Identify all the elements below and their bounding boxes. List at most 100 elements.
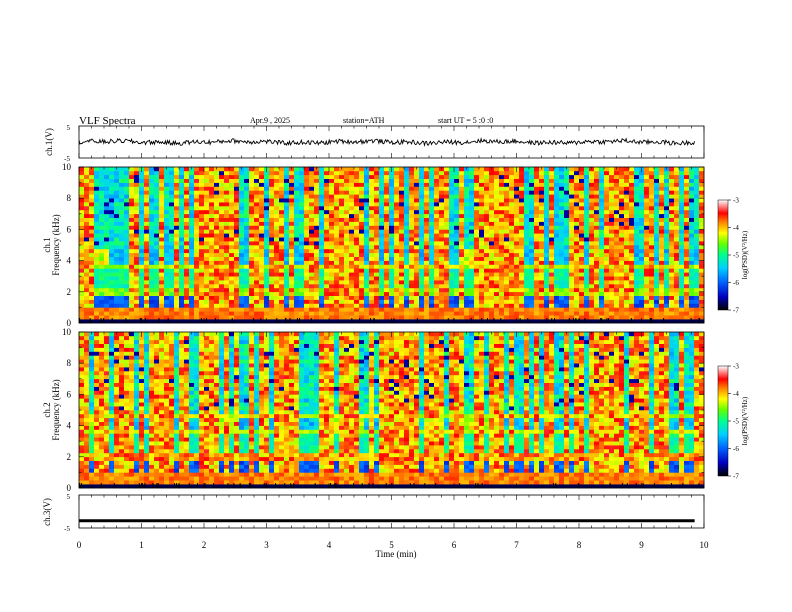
- spectrogram-cell: [619, 202, 625, 207]
- spectrogram-cell: [444, 295, 450, 300]
- spectrogram-cell: [539, 209, 545, 215]
- spectrogram-cell: [419, 198, 425, 203]
- spectrogram-cell: [214, 280, 220, 285]
- spectrogram-cell: [589, 284, 595, 289]
- spectrogram-cell: [594, 198, 600, 203]
- spectrogram-cell: [399, 206, 405, 211]
- spectrogram-cell: [644, 256, 650, 261]
- spectrogram-cell: [584, 252, 590, 257]
- spectrogram-cell: [644, 319, 650, 324]
- spectrogram-cell: [359, 217, 365, 222]
- spectrogram-cell: [284, 319, 290, 324]
- spectrogram-cell: [624, 280, 630, 285]
- spectrogram-cell: [134, 225, 140, 230]
- spectrogram-cell: [194, 272, 200, 277]
- spectrogram-cell: [89, 241, 95, 246]
- spectrogram-cell: [614, 287, 620, 293]
- spectrogram-cell: [84, 260, 90, 265]
- spectrogram-cell: [149, 217, 155, 222]
- spectrogram-cell: [589, 206, 595, 211]
- spectrogram-cell: [294, 268, 300, 273]
- spectrogram-cell: [89, 291, 95, 296]
- spectrogram-cell: [84, 206, 90, 211]
- spectrogram-cell: [359, 319, 365, 324]
- spectrogram-cell: [254, 241, 260, 246]
- spectrogram-cell: [329, 202, 335, 207]
- spectrogram-cell: [239, 272, 245, 277]
- spectrogram-cell: [644, 268, 650, 273]
- spectrogram-cell: [189, 194, 195, 199]
- spectrogram-cell: [124, 276, 130, 281]
- spectrogram-cell: [374, 182, 380, 187]
- spectrogram-cell: [154, 248, 160, 254]
- spectrogram-cell: [169, 233, 175, 238]
- spectrogram-cell: [424, 315, 430, 320]
- spectrogram-cell: [229, 237, 235, 242]
- spectrogram-cell: [569, 233, 575, 238]
- spectrogram-cell: [264, 287, 270, 293]
- spectrogram-cell: [444, 303, 450, 308]
- spectrogram-cell: [384, 225, 390, 230]
- spectrogram-cell: [314, 213, 320, 218]
- spectrogram-cell: [209, 291, 215, 296]
- spectrogram-cell: [384, 268, 390, 273]
- spectrogram-cell: [244, 319, 250, 324]
- spectrogram-cell: [589, 186, 595, 191]
- spectrogram-cell: [449, 194, 455, 199]
- spectrogram-cell: [219, 167, 225, 172]
- spectrogram-cell: [409, 167, 415, 172]
- spectrogram-cell: [234, 315, 240, 320]
- spectrogram-cell: [569, 198, 575, 203]
- spectrogram-cell: [104, 287, 110, 293]
- spectrogram-cell: [519, 206, 525, 211]
- spectrogram-cell: [464, 217, 470, 222]
- spectrogram-cell: [214, 202, 220, 207]
- spectrogram-cell: [649, 186, 655, 191]
- spectrogram-cell: [249, 233, 255, 238]
- spectrogram-cell: [454, 194, 460, 199]
- spectrogram-cell: [454, 245, 460, 250]
- spectrogram-cell: [639, 186, 645, 191]
- spectrogram-cell: [94, 198, 100, 203]
- spectrogram-cell: [664, 186, 670, 191]
- spectrogram-cell: [444, 237, 450, 242]
- spectrogram-cell: [134, 307, 140, 312]
- spectrogram-cell: [354, 186, 360, 191]
- spectrogram-cell: [204, 170, 210, 176]
- spectrogram-cell: [469, 280, 475, 285]
- spectrogram-cell: [699, 241, 705, 246]
- spectrogram-cell: [124, 291, 130, 296]
- spectrogram-cell: [694, 248, 700, 254]
- spectrogram-cell: [509, 217, 515, 222]
- spectrogram-cell: [524, 174, 530, 179]
- spectrogram-cell: [504, 198, 510, 203]
- spectrogram-cell: [159, 276, 165, 281]
- spectrogram-cell: [444, 190, 450, 195]
- spectrogram-cell: [244, 174, 250, 179]
- spectrogram-cell: [269, 182, 275, 187]
- spectrogram-cell: [194, 225, 200, 230]
- spectrogram-cell: [399, 268, 405, 273]
- spectrogram-cell: [139, 209, 145, 215]
- spectrogram-cell: [389, 260, 395, 265]
- spectrogram-cell: [384, 190, 390, 195]
- spectrogram-cell: [679, 237, 685, 242]
- spectrogram-cell: [309, 252, 315, 257]
- spectrogram-cell: [644, 252, 650, 257]
- spectrogram-cell: [279, 268, 285, 273]
- spectrogram-cell: [304, 252, 310, 257]
- spectrogram-cell: [524, 225, 530, 230]
- spectrogram-cell: [679, 280, 685, 285]
- spectrogram-cell: [379, 268, 385, 273]
- spectrogram-cell: [169, 194, 175, 199]
- spectrogram-cell: [699, 260, 705, 265]
- spectrogram-cell: [539, 217, 545, 222]
- spectrogram-cell: [144, 194, 150, 199]
- spectrogram-cell: [454, 284, 460, 289]
- spectrogram-cell: [509, 182, 515, 187]
- spectrogram-cell: [519, 319, 525, 324]
- spectrogram-cell: [89, 311, 95, 316]
- spectrogram-cell: [524, 272, 530, 277]
- spectrogram-cell: [514, 252, 520, 257]
- spectrogram-cell: [84, 303, 90, 308]
